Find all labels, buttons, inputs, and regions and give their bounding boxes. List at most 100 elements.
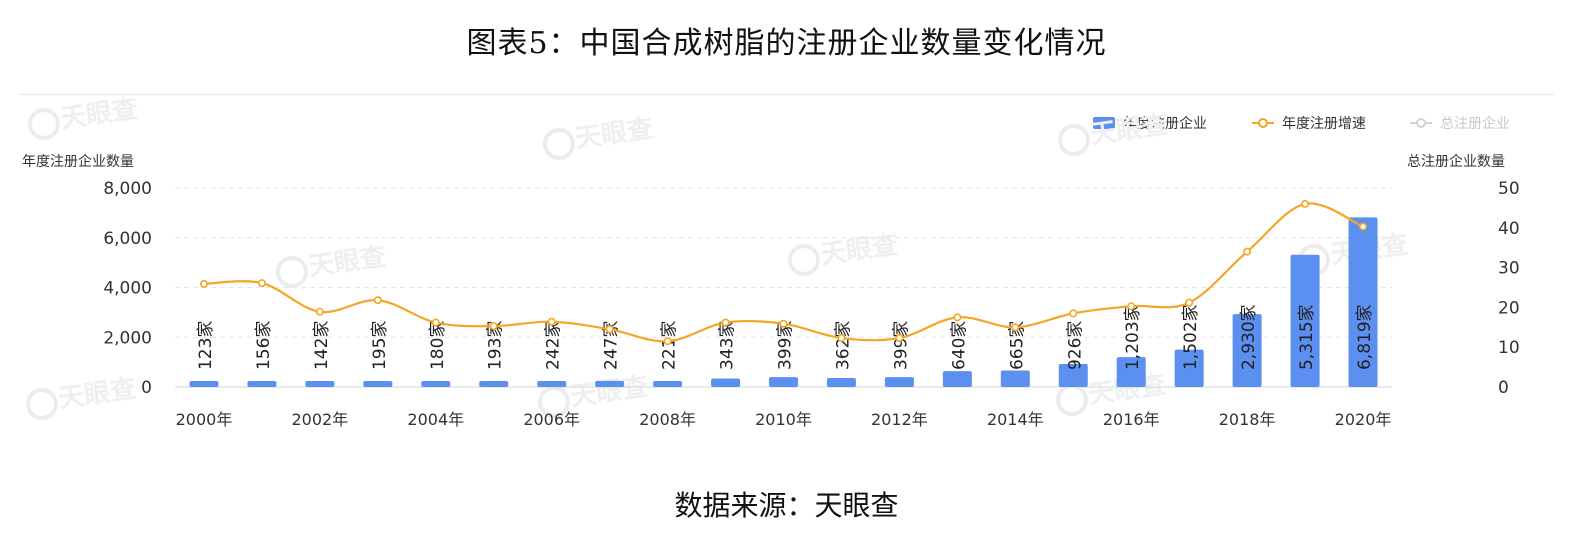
watermark-text: 天眼查 — [306, 242, 387, 283]
growth-rate-point-2003年 — [373, 296, 382, 305]
bar-2013年 — [942, 371, 972, 387]
watermark-logo-icon — [276, 256, 308, 288]
x-tick-label: 2012年 — [871, 410, 928, 429]
growth-rate-point-2020年 — [1359, 222, 1368, 231]
x-tick-label: 2020年 — [1335, 410, 1392, 429]
growth-rate-point-2018年 — [1243, 247, 1252, 256]
growth-rate-point-2008年 — [663, 337, 672, 346]
growth-rate-point-2002年 — [315, 307, 324, 316]
x-tick-label: 2002年 — [292, 410, 349, 429]
watermark-text: 天眼查 — [56, 374, 137, 415]
y-right-tick-label: 20 — [1498, 298, 1520, 318]
bar-data-label: 5,315家 — [1297, 304, 1317, 370]
growth-rate-point-2006年 — [547, 317, 556, 326]
legend-bar-swatch — [1093, 117, 1115, 129]
x-tick-label: 2018年 — [1219, 410, 1276, 429]
bar-2017年 — [1174, 349, 1204, 387]
legend-item-total[interactable]: 总注册企业 — [1410, 113, 1510, 133]
growth-rate-point-2017年 — [1185, 298, 1194, 307]
watermark-text: 天眼查 — [58, 94, 139, 135]
bar-2020年 — [1348, 217, 1378, 387]
watermark-logo-icon — [26, 388, 58, 420]
bar-data-label: 142家 — [312, 321, 332, 370]
bar-2015年 — [1058, 363, 1088, 387]
y-right-tick-label: 30 — [1498, 259, 1520, 279]
growth-rate-point-2012年 — [895, 334, 904, 343]
bar-2018年 — [1232, 314, 1262, 387]
bar-data-label: 123家 — [196, 321, 216, 370]
bar-data-label: 242家 — [544, 321, 564, 370]
y-left-tick-label: 0 — [141, 378, 152, 398]
growth-rate-point-2007年 — [605, 325, 614, 334]
watermark-logo-icon — [1058, 124, 1090, 156]
bar-2003年 — [363, 381, 393, 387]
legend-item-bar[interactable]: 年度注册企业 — [1093, 113, 1207, 133]
bar-data-label: 6,819家 — [1355, 304, 1375, 370]
watermark-logo-icon — [28, 108, 60, 140]
bar-2019年 — [1290, 254, 1320, 387]
growth-rate-point-2015年 — [1069, 309, 1078, 318]
bar-data-label: 2,930家 — [1239, 304, 1259, 370]
growth-rate-point-2014年 — [1011, 323, 1020, 332]
x-tick-label: 2008年 — [639, 410, 696, 429]
growth-rate-point-2019年 — [1301, 199, 1310, 208]
growth-rate-point-2000年 — [199, 279, 208, 288]
watermark-logo-icon — [543, 128, 575, 160]
bar-data-label: 399家 — [776, 321, 796, 370]
bar-data-label: 195家 — [370, 321, 390, 370]
bar-2014年 — [1000, 370, 1030, 387]
bar-2000年 — [189, 381, 219, 387]
y-right-tick-label: 10 — [1498, 338, 1520, 358]
x-tick-label: 2006年 — [523, 410, 580, 429]
watermark-logo-icon — [1056, 384, 1088, 416]
y-right-tick-label: 50 — [1498, 179, 1520, 199]
bar-2011年 — [826, 377, 856, 387]
y-left-tick-label: 8,000 — [103, 179, 152, 199]
bar-data-label: 1,502家 — [1181, 304, 1201, 370]
bar-2005年 — [479, 381, 509, 387]
bar-2006年 — [537, 380, 567, 387]
header-divider — [18, 94, 1554, 95]
x-tick-label: 2010年 — [755, 410, 812, 429]
watermark-logo-icon — [788, 244, 820, 276]
bar-data-label: 221家 — [660, 321, 680, 370]
data-source: 数据来源：天眼查 — [674, 489, 899, 522]
y-axis-right-title: 总注册企业数量 — [1407, 154, 1505, 170]
x-tick-label: 2004年 — [407, 410, 464, 429]
bar-data-label: 180家 — [428, 321, 448, 370]
growth-rate-point-2009年 — [721, 318, 730, 327]
y-right-tick-label: 40 — [1498, 219, 1520, 239]
bar-data-label: 247家 — [602, 321, 622, 370]
x-tick-label: 2016年 — [1103, 410, 1160, 429]
bar-data-label: 156家 — [254, 321, 274, 370]
legend-bar-label: 年度注册企业 — [1123, 116, 1207, 132]
legend-item-line[interactable]: 年度注册增速 — [1252, 113, 1366, 133]
growth-rate-point-2001年 — [257, 279, 266, 288]
y-left-tick-label: 6,000 — [103, 229, 152, 249]
bar-2008年 — [653, 381, 683, 387]
growth-rate-point-2016年 — [1127, 302, 1136, 311]
x-tick-label: 2000年 — [176, 410, 233, 429]
bar-2009年 — [711, 378, 741, 387]
watermark-text: 天眼查 — [573, 114, 654, 155]
chart-title: 图表5：中国合成树脂的注册企业数量变化情况 — [466, 26, 1107, 61]
bar-data-label: 926家 — [1065, 321, 1085, 370]
x-tick-label: 2014年 — [987, 410, 1044, 429]
growth-rate-point-2004年 — [431, 318, 440, 327]
bar-data-label: 640家 — [949, 321, 969, 370]
legend-total-label: 总注册企业 — [1440, 116, 1510, 132]
bar-2004年 — [421, 381, 451, 387]
growth-rate-point-2011年 — [837, 334, 846, 343]
y-left-tick-label: 4,000 — [103, 279, 152, 299]
bar-data-label: 665家 — [1007, 321, 1027, 370]
bar-data-label: 399家 — [891, 321, 911, 370]
bar-data-label: 343家 — [718, 321, 738, 370]
watermark-text: 天眼查 — [568, 372, 649, 413]
growth-rate-point-2013年 — [953, 313, 962, 322]
y-axis-left-title: 年度注册企业数量 — [22, 154, 134, 170]
bar-2010年 — [769, 377, 798, 387]
growth-rate-point-2010年 — [779, 319, 788, 328]
y-left-tick-label: 2,000 — [103, 328, 152, 348]
watermark-text: 天眼查 — [818, 230, 899, 271]
bar-2007年 — [595, 380, 625, 387]
